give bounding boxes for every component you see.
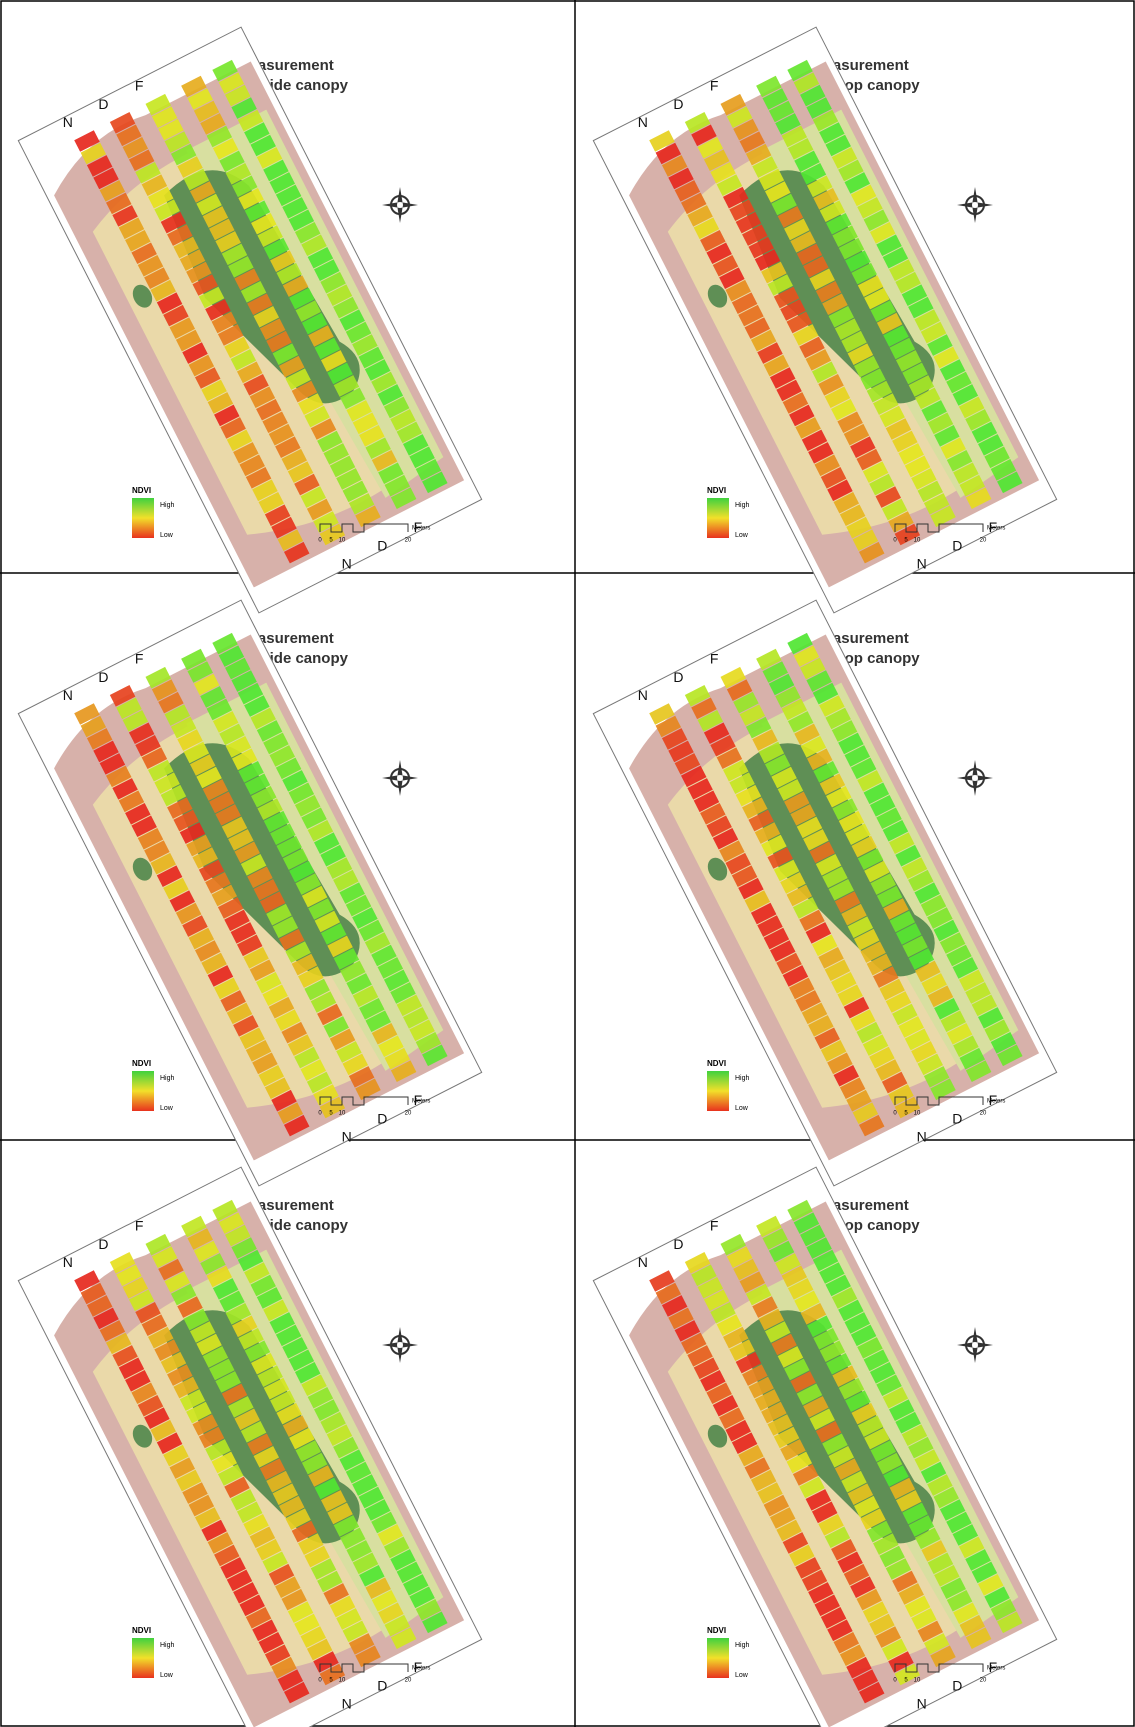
row-label-top: N <box>638 1254 648 1270</box>
row-label-bottom: D <box>952 1110 962 1126</box>
row-label-top: D <box>98 669 108 685</box>
map-panel: NDVI measurement29/08/2012 top canopyNDF… <box>593 1167 1056 1727</box>
legend-ramp <box>132 1071 154 1111</box>
legend-low: Low <box>735 532 749 539</box>
scale-tick-label: 10 <box>339 1111 346 1117</box>
scale-tick-label: 20 <box>980 1678 987 1684</box>
scale-tick-label: 10 <box>914 1678 921 1684</box>
row-label-top: D <box>673 96 683 112</box>
row-label-top: D <box>673 1236 683 1252</box>
figure-svg: NDVI measurement22/06/2012 side canopyND… <box>0 0 1135 1727</box>
scale-tick-label: 20 <box>980 538 987 544</box>
row-label-top: N <box>638 114 648 130</box>
compass-star <box>382 1327 418 1363</box>
row-label-top: D <box>98 96 108 112</box>
scale-unit: Meters <box>412 1666 430 1672</box>
scale-tick-label: 10 <box>914 538 921 544</box>
legend-high: High <box>160 1075 175 1082</box>
row-label-bottom: N <box>342 1128 352 1144</box>
legend-high: High <box>160 502 175 509</box>
legend-title: NDVI <box>707 1626 726 1635</box>
row-label-top: N <box>63 1254 73 1270</box>
compass-star <box>957 187 993 223</box>
scale-unit: Meters <box>412 526 430 532</box>
legend-ramp <box>132 1638 154 1678</box>
legend-title: NDVI <box>132 1059 151 1068</box>
legend-high: High <box>735 502 750 509</box>
row-label-bottom: N <box>342 1695 352 1711</box>
north-arrow <box>382 760 418 796</box>
north-arrow <box>382 187 418 223</box>
north-arrow <box>957 187 993 223</box>
legend-ramp <box>707 1071 729 1111</box>
row-label-bottom: D <box>377 1677 387 1693</box>
legend-high: High <box>735 1075 750 1082</box>
row-label-top: D <box>673 669 683 685</box>
legend-ramp <box>132 498 154 538</box>
north-arrow <box>957 760 993 796</box>
legend-ramp <box>707 1638 729 1678</box>
row-label-bottom: D <box>377 1110 387 1126</box>
row-label-bottom: N <box>917 1128 927 1144</box>
map-body <box>593 1167 1056 1727</box>
scale-tick-label: 20 <box>405 1111 412 1117</box>
compass-star <box>957 760 993 796</box>
legend-low: Low <box>160 1672 174 1679</box>
scale-tick-label: 10 <box>914 1111 921 1117</box>
north-arrow <box>957 1327 993 1363</box>
row-label-bottom: D <box>952 1677 962 1693</box>
legend-title: NDVI <box>132 486 151 495</box>
map-panel: NDVI measurement19/07/2012 top canopyNDF… <box>593 600 1056 1186</box>
row-label-top: F <box>710 78 719 94</box>
scale-unit: Meters <box>987 526 1005 532</box>
legend-title: NDVI <box>707 1059 726 1068</box>
map-panel: NDVI measurement29/08/2012 side canopyND… <box>18 1167 481 1727</box>
row-label-top: F <box>135 1218 144 1234</box>
legend-low: Low <box>160 532 174 539</box>
map-panel: NDVI measurement19/07/2012 side canopyND… <box>18 600 481 1186</box>
row-label-top: F <box>135 78 144 94</box>
row-label-bottom: N <box>917 555 927 571</box>
legend-high: High <box>735 1642 750 1649</box>
legend-low: Low <box>735 1105 749 1112</box>
row-label-top: F <box>135 651 144 667</box>
row-label-bottom: D <box>952 537 962 553</box>
row-label-top: N <box>63 114 73 130</box>
map-body <box>18 1167 481 1727</box>
legend-title: NDVI <box>132 1626 151 1635</box>
compass-star <box>382 760 418 796</box>
row-label-top: F <box>710 651 719 667</box>
scale-tick-label: 20 <box>405 538 412 544</box>
compass-star <box>957 1327 993 1363</box>
scale-unit: Meters <box>987 1666 1005 1672</box>
map-panel: NDVI measurement22/06/2012 side canopyND… <box>18 27 481 613</box>
scale-unit: Meters <box>412 1099 430 1105</box>
scale-tick-label: 20 <box>980 1111 987 1117</box>
figure: NDVI measurement22/06/2012 side canopyND… <box>0 0 1135 1727</box>
row-label-top: F <box>710 1218 719 1234</box>
scale-tick-label: 10 <box>339 538 346 544</box>
scale-tick-label: 20 <box>405 1678 412 1684</box>
legend-high: High <box>160 1642 175 1649</box>
legend-ramp <box>707 498 729 538</box>
row-label-top: N <box>638 687 648 703</box>
legend-low: Low <box>735 1672 749 1679</box>
compass-star <box>382 187 418 223</box>
legend-low: Low <box>160 1105 174 1112</box>
row-label-top: N <box>63 687 73 703</box>
row-label-bottom: D <box>377 537 387 553</box>
map-panel: NDVI measurement22/06/2012 top canopyNDF… <box>593 27 1056 613</box>
legend-title: NDVI <box>707 486 726 495</box>
row-label-top: D <box>98 1236 108 1252</box>
scale-unit: Meters <box>987 1099 1005 1105</box>
north-arrow <box>382 1327 418 1363</box>
row-label-bottom: N <box>342 555 352 571</box>
row-label-bottom: N <box>917 1695 927 1711</box>
scale-tick-label: 10 <box>339 1678 346 1684</box>
